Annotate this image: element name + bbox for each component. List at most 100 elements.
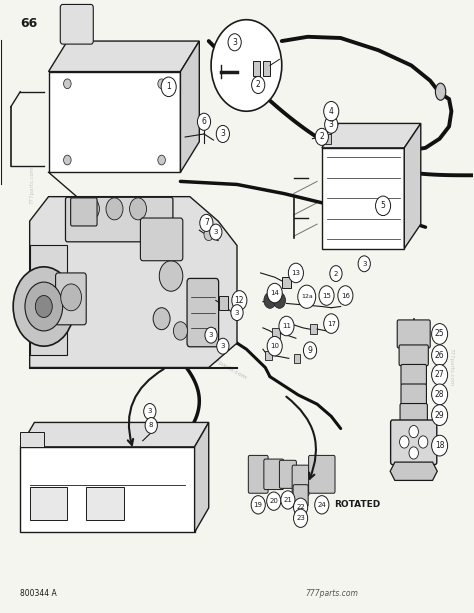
Circle shape: [419, 436, 428, 448]
FancyBboxPatch shape: [30, 487, 67, 520]
Circle shape: [25, 282, 63, 331]
Circle shape: [264, 292, 276, 308]
Circle shape: [432, 345, 447, 366]
FancyBboxPatch shape: [293, 354, 300, 363]
Circle shape: [432, 384, 447, 405]
Circle shape: [273, 292, 285, 308]
Polygon shape: [48, 72, 181, 172]
Text: 28: 28: [435, 390, 445, 399]
Text: 23: 23: [296, 516, 305, 521]
FancyBboxPatch shape: [60, 4, 93, 44]
Text: 777parts.com: 777parts.com: [305, 589, 358, 598]
Polygon shape: [48, 41, 199, 72]
Circle shape: [303, 342, 317, 359]
Circle shape: [158, 155, 165, 165]
Polygon shape: [322, 148, 404, 248]
FancyBboxPatch shape: [71, 198, 97, 226]
Circle shape: [432, 365, 447, 385]
Text: 66: 66: [20, 17, 37, 29]
FancyBboxPatch shape: [254, 61, 260, 77]
Circle shape: [267, 337, 282, 356]
Text: 11: 11: [282, 323, 291, 329]
Text: 27: 27: [435, 370, 445, 379]
FancyBboxPatch shape: [400, 403, 428, 427]
FancyBboxPatch shape: [309, 455, 335, 493]
Text: 19: 19: [254, 502, 263, 508]
FancyBboxPatch shape: [397, 320, 430, 348]
FancyBboxPatch shape: [265, 351, 273, 360]
Circle shape: [252, 77, 265, 94]
Text: 5: 5: [381, 201, 385, 210]
Polygon shape: [195, 422, 209, 532]
Text: 777parts.com: 777parts.com: [29, 166, 35, 204]
Circle shape: [432, 405, 447, 425]
Circle shape: [211, 20, 282, 111]
Circle shape: [231, 305, 243, 321]
Circle shape: [197, 113, 210, 131]
Circle shape: [173, 322, 188, 340]
Circle shape: [205, 327, 217, 343]
FancyBboxPatch shape: [279, 460, 296, 489]
Circle shape: [36, 295, 52, 318]
Text: 12: 12: [235, 296, 244, 305]
Circle shape: [267, 492, 281, 510]
FancyBboxPatch shape: [399, 345, 428, 366]
Circle shape: [106, 198, 123, 220]
Text: 20: 20: [269, 498, 278, 504]
Circle shape: [251, 496, 265, 514]
Circle shape: [409, 425, 419, 438]
FancyBboxPatch shape: [391, 420, 437, 465]
FancyBboxPatch shape: [273, 329, 280, 338]
FancyBboxPatch shape: [65, 197, 173, 242]
Circle shape: [200, 215, 213, 232]
Text: 7: 7: [204, 218, 209, 227]
Circle shape: [375, 196, 391, 216]
Polygon shape: [390, 462, 438, 481]
Text: 2: 2: [334, 270, 338, 276]
Polygon shape: [20, 422, 209, 447]
Text: 17: 17: [327, 321, 336, 327]
Circle shape: [64, 79, 71, 89]
FancyBboxPatch shape: [401, 384, 427, 405]
Circle shape: [298, 285, 316, 308]
Circle shape: [330, 265, 342, 281]
Circle shape: [324, 314, 339, 333]
Circle shape: [153, 308, 170, 330]
Text: 777parts.com: 777parts.com: [449, 348, 454, 387]
Text: 25: 25: [435, 329, 445, 338]
Text: 1: 1: [166, 82, 171, 91]
FancyBboxPatch shape: [292, 465, 309, 496]
Text: 3: 3: [220, 343, 225, 349]
Circle shape: [325, 116, 338, 133]
Text: 800344 A: 800344 A: [20, 589, 57, 598]
Text: 3: 3: [362, 261, 366, 267]
Ellipse shape: [436, 83, 446, 101]
Circle shape: [315, 128, 328, 145]
FancyBboxPatch shape: [263, 61, 270, 77]
FancyBboxPatch shape: [20, 432, 44, 447]
Circle shape: [228, 34, 241, 51]
FancyBboxPatch shape: [264, 459, 283, 490]
Polygon shape: [181, 41, 199, 172]
Text: 12a: 12a: [301, 294, 313, 299]
Circle shape: [82, 198, 100, 220]
Circle shape: [232, 291, 247, 310]
Text: 9: 9: [308, 346, 312, 355]
Circle shape: [13, 267, 74, 346]
Circle shape: [409, 447, 419, 459]
Text: 3: 3: [232, 38, 237, 47]
Polygon shape: [30, 197, 237, 368]
Text: 8: 8: [149, 422, 154, 428]
Circle shape: [204, 229, 213, 240]
FancyBboxPatch shape: [282, 276, 291, 287]
Text: 3: 3: [235, 310, 239, 316]
Polygon shape: [30, 245, 67, 356]
Circle shape: [281, 491, 295, 509]
Circle shape: [61, 284, 82, 311]
Text: 3: 3: [220, 129, 225, 139]
Circle shape: [210, 224, 222, 240]
Circle shape: [267, 283, 282, 303]
Text: 6: 6: [201, 117, 207, 126]
Text: 777parts.com: 777parts.com: [208, 354, 248, 381]
Circle shape: [145, 417, 157, 433]
